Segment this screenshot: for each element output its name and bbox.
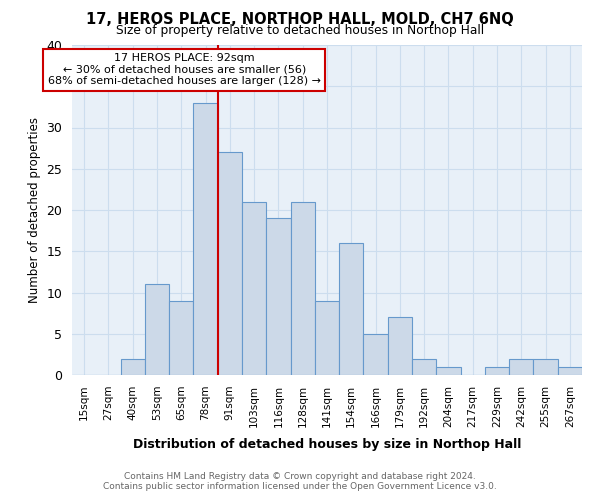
Bar <box>145 284 169 375</box>
Bar <box>266 218 290 375</box>
Bar <box>193 103 218 375</box>
Bar <box>533 358 558 375</box>
Text: Size of property relative to detached houses in Northop Hall: Size of property relative to detached ho… <box>116 24 484 37</box>
Bar <box>121 358 145 375</box>
Bar <box>485 367 509 375</box>
Bar <box>169 300 193 375</box>
Y-axis label: Number of detached properties: Number of detached properties <box>28 117 41 303</box>
Text: 17, HEROS PLACE, NORTHOP HALL, MOLD, CH7 6NQ: 17, HEROS PLACE, NORTHOP HALL, MOLD, CH7… <box>86 12 514 28</box>
Bar <box>364 334 388 375</box>
Bar <box>436 367 461 375</box>
X-axis label: Distribution of detached houses by size in Northop Hall: Distribution of detached houses by size … <box>133 438 521 451</box>
Bar <box>388 318 412 375</box>
Bar <box>509 358 533 375</box>
Text: Contains HM Land Registry data © Crown copyright and database right 2024.
Contai: Contains HM Land Registry data © Crown c… <box>103 472 497 491</box>
Bar <box>242 202 266 375</box>
Bar <box>412 358 436 375</box>
Text: 17 HEROS PLACE: 92sqm
← 30% of detached houses are smaller (56)
68% of semi-deta: 17 HEROS PLACE: 92sqm ← 30% of detached … <box>47 53 320 86</box>
Bar <box>339 243 364 375</box>
Bar <box>290 202 315 375</box>
Bar <box>218 152 242 375</box>
Bar <box>315 300 339 375</box>
Bar <box>558 367 582 375</box>
